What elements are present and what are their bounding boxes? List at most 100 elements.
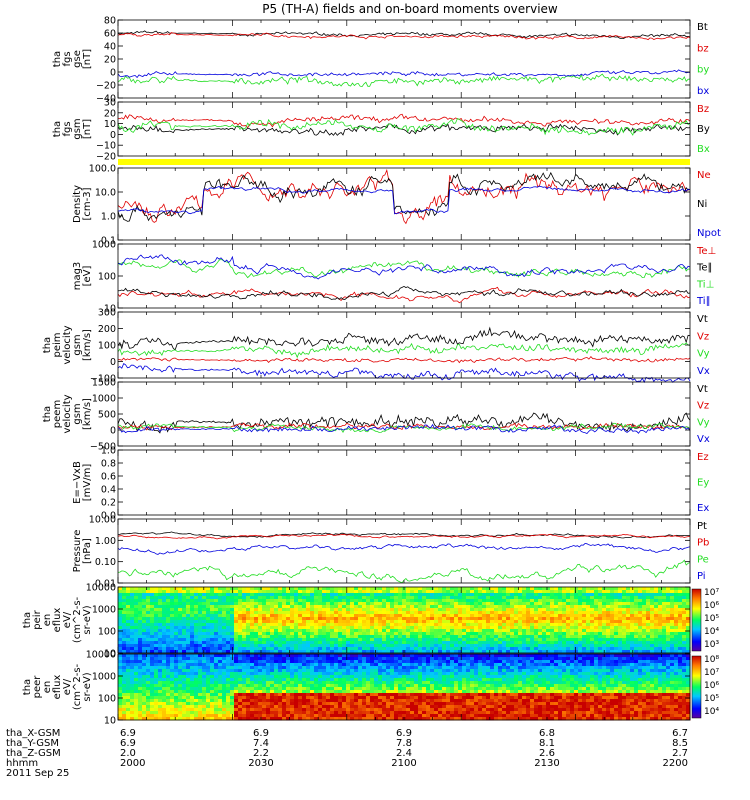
heatmap-cell bbox=[138, 617, 143, 621]
heatmap-cell bbox=[462, 599, 467, 603]
heatmap-cell bbox=[242, 696, 247, 700]
heatmap-cell bbox=[142, 708, 147, 712]
heatmap-cell bbox=[526, 620, 531, 624]
heatmap-cell bbox=[510, 638, 515, 642]
heatmap-cell bbox=[282, 702, 287, 706]
heatmap-cell bbox=[558, 644, 563, 648]
heatmap-cell bbox=[262, 602, 267, 606]
heatmap-cell bbox=[530, 617, 535, 621]
heatmap-cell bbox=[630, 587, 635, 591]
heatmap-cell bbox=[254, 711, 259, 715]
heatmap-cell bbox=[466, 611, 471, 615]
heatmap-cell bbox=[678, 614, 683, 618]
heatmap-cell bbox=[118, 611, 123, 615]
heatmap-cell bbox=[190, 602, 195, 606]
heatmap-cell bbox=[162, 696, 167, 700]
heatmap-cell bbox=[518, 647, 523, 651]
heatmap-cell bbox=[138, 681, 143, 685]
heatmap-cell bbox=[438, 620, 443, 624]
heatmap-cell bbox=[186, 693, 191, 697]
heatmap-cell bbox=[254, 617, 259, 621]
heatmap-cell bbox=[302, 663, 307, 667]
heatmap-cell bbox=[434, 626, 439, 630]
heatmap-cell bbox=[518, 620, 523, 624]
panel-frame bbox=[117, 311, 691, 379]
heatmap-cell bbox=[346, 602, 351, 606]
heatmap-cell bbox=[322, 626, 327, 630]
heatmap-cell bbox=[566, 632, 571, 636]
heatmap-cell bbox=[662, 605, 667, 609]
heatmap-cell bbox=[150, 611, 155, 615]
heatmap-cell bbox=[126, 705, 131, 709]
heatmap-cell bbox=[322, 708, 327, 712]
heatmap-cell bbox=[142, 699, 147, 703]
heatmap-cell bbox=[150, 602, 155, 606]
heatmap-cell bbox=[514, 644, 519, 648]
heatmap-cell bbox=[610, 599, 615, 603]
heatmap-cell bbox=[138, 717, 143, 721]
heatmap-cell bbox=[226, 660, 231, 664]
heatmap-cell bbox=[306, 660, 311, 664]
heatmap-cell bbox=[154, 650, 159, 654]
heatmap-cell bbox=[298, 663, 303, 667]
heatmap-cell bbox=[162, 699, 167, 703]
heatmap-cell bbox=[306, 708, 311, 712]
heatmap-cell bbox=[286, 675, 291, 679]
heatmap-cell bbox=[258, 614, 263, 618]
heatmap-cell bbox=[298, 641, 303, 645]
heatmap-cell bbox=[498, 626, 503, 630]
heatmap-cell bbox=[654, 590, 659, 594]
heatmap-cell bbox=[522, 596, 527, 600]
heatmap-cell bbox=[638, 602, 643, 606]
heatmap-cell bbox=[610, 650, 615, 654]
heatmap-cell bbox=[662, 587, 667, 591]
heatmap-cell bbox=[366, 620, 371, 624]
heatmap-cell bbox=[130, 708, 135, 712]
heatmap-cell bbox=[298, 660, 303, 664]
heatmap-cell bbox=[170, 699, 175, 703]
heatmap-cell bbox=[154, 641, 159, 645]
heatmap-cell bbox=[314, 590, 319, 594]
heatmap-cell bbox=[130, 672, 135, 676]
heatmap-cell bbox=[302, 660, 307, 664]
heatmap-cell bbox=[222, 599, 227, 603]
heatmap-cell bbox=[682, 593, 687, 597]
heatmap-cell bbox=[126, 717, 131, 721]
heatmap-cell bbox=[494, 629, 499, 633]
heatmap-cell bbox=[170, 693, 175, 697]
heatmap-cell bbox=[506, 644, 511, 648]
heatmap-cell bbox=[134, 644, 139, 648]
heatmap-cell bbox=[330, 593, 335, 597]
heatmap-cell bbox=[570, 611, 575, 615]
heatmap-cell bbox=[190, 666, 195, 670]
heatmap-cell bbox=[678, 644, 683, 648]
heatmap-cell bbox=[566, 599, 571, 603]
heatmap-cell bbox=[122, 617, 127, 621]
heatmap-cell bbox=[614, 608, 619, 612]
heatmap-cell bbox=[158, 629, 163, 633]
heatmap-cell bbox=[298, 611, 303, 615]
heatmap-cell bbox=[650, 647, 655, 651]
heatmap-cell bbox=[606, 605, 611, 609]
heatmap-cell bbox=[234, 617, 239, 621]
heatmap-cell bbox=[578, 641, 583, 645]
heatmap-cell bbox=[154, 620, 159, 624]
y-axis-label: peim bbox=[52, 332, 63, 357]
heatmap-cell bbox=[270, 696, 275, 700]
heatmap-cell bbox=[410, 614, 415, 618]
heatmap-cell bbox=[590, 650, 595, 654]
heatmap-cell bbox=[170, 711, 175, 715]
heatmap-cell bbox=[674, 608, 679, 612]
heatmap-cell bbox=[442, 638, 447, 642]
heatmap-cell bbox=[246, 641, 251, 645]
heatmap-cell bbox=[654, 635, 659, 639]
heatmap-cell bbox=[270, 632, 275, 636]
heatmap-cell bbox=[158, 641, 163, 645]
heatmap-cell bbox=[122, 693, 127, 697]
heatmap-cell bbox=[646, 602, 651, 606]
heatmap-cell bbox=[230, 675, 235, 679]
heatmap-cell bbox=[262, 693, 267, 697]
heatmap-cell bbox=[346, 650, 351, 654]
heatmap-cell bbox=[130, 699, 135, 703]
heatmap-cell bbox=[154, 717, 159, 721]
